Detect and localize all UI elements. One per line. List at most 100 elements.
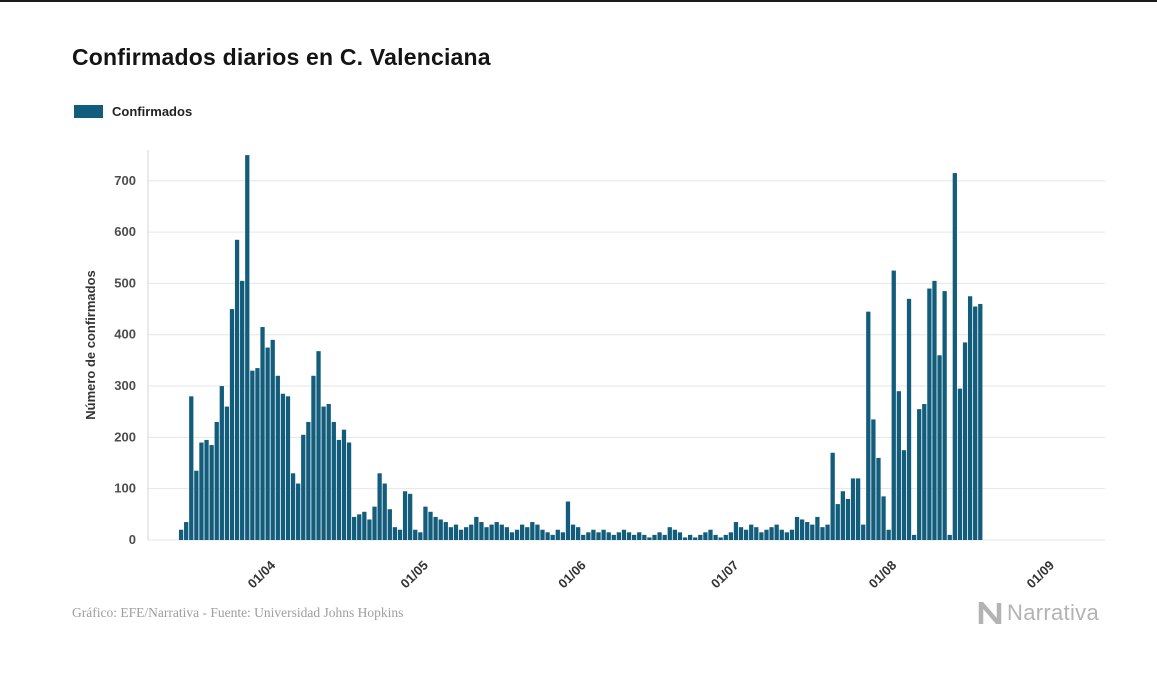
bar bbox=[280, 393, 286, 540]
bar bbox=[189, 396, 194, 540]
bar bbox=[672, 529, 677, 540]
bar bbox=[265, 347, 270, 540]
bar bbox=[927, 288, 932, 540]
bar bbox=[520, 524, 525, 540]
bar bbox=[611, 534, 616, 540]
bar bbox=[850, 478, 856, 540]
bar-chart: 0 100 200 300 400 500 600 700 01/04 01/05 01/06 01/… bbox=[65, 138, 1135, 608]
bar bbox=[764, 529, 769, 540]
bar bbox=[866, 311, 871, 540]
bar bbox=[418, 532, 423, 540]
bar bbox=[438, 519, 443, 540]
bar bbox=[372, 506, 377, 540]
bar bbox=[245, 155, 250, 540]
bar bbox=[687, 534, 693, 540]
bar bbox=[662, 534, 667, 540]
bar bbox=[535, 524, 540, 540]
x-tick-label: 01/04 bbox=[245, 557, 279, 591]
bar bbox=[413, 529, 418, 540]
bar bbox=[316, 351, 321, 540]
bar bbox=[560, 532, 566, 540]
bar bbox=[886, 529, 891, 540]
bar bbox=[408, 493, 413, 540]
bar bbox=[326, 404, 331, 540]
bar bbox=[362, 511, 367, 540]
bar bbox=[713, 534, 718, 540]
bar bbox=[682, 537, 688, 540]
bar bbox=[367, 519, 372, 540]
bar bbox=[474, 516, 479, 540]
bar bbox=[301, 434, 306, 540]
bar bbox=[428, 511, 433, 540]
bar bbox=[555, 529, 560, 540]
bar bbox=[693, 537, 698, 540]
bar bbox=[234, 239, 240, 541]
bar bbox=[570, 524, 576, 540]
bar bbox=[784, 532, 789, 540]
bar bbox=[199, 442, 204, 540]
y-tick-label: 400 bbox=[114, 327, 136, 342]
bar bbox=[896, 391, 901, 540]
y-tick-label: 300 bbox=[114, 378, 136, 393]
bar bbox=[891, 270, 896, 540]
bar bbox=[514, 529, 520, 540]
bar bbox=[626, 532, 632, 540]
bar bbox=[708, 529, 713, 540]
bar bbox=[214, 421, 219, 540]
bar bbox=[881, 496, 886, 540]
bar bbox=[606, 532, 611, 540]
bar bbox=[759, 532, 764, 540]
bar bbox=[458, 529, 464, 540]
bar bbox=[311, 375, 316, 540]
bar bbox=[240, 280, 245, 540]
bar bbox=[835, 504, 840, 540]
bar bbox=[642, 534, 647, 540]
bar bbox=[677, 532, 683, 540]
bar bbox=[861, 524, 866, 540]
bar bbox=[525, 527, 530, 540]
bar bbox=[387, 509, 392, 540]
bar bbox=[341, 429, 347, 540]
bar bbox=[871, 419, 876, 540]
bar bbox=[464, 527, 469, 540]
bar bbox=[469, 524, 474, 540]
bar bbox=[703, 532, 708, 540]
bar bbox=[978, 303, 983, 540]
y-tick-label: 0 bbox=[129, 532, 136, 547]
bar bbox=[876, 457, 881, 540]
bar bbox=[652, 534, 657, 540]
bar bbox=[433, 516, 438, 540]
bar bbox=[855, 478, 861, 540]
bar bbox=[815, 516, 820, 540]
bar bbox=[296, 483, 301, 540]
bar bbox=[184, 522, 189, 540]
bar bbox=[901, 450, 907, 540]
bar bbox=[805, 522, 810, 540]
bar bbox=[743, 529, 749, 540]
bar bbox=[397, 529, 403, 540]
bar bbox=[285, 396, 291, 540]
bar bbox=[346, 442, 352, 540]
bar bbox=[484, 527, 489, 540]
bar bbox=[957, 388, 963, 540]
bar bbox=[229, 309, 235, 540]
bar bbox=[733, 522, 739, 540]
bar bbox=[250, 370, 255, 540]
bar bbox=[270, 339, 275, 540]
bar bbox=[336, 439, 342, 540]
bar bbox=[718, 537, 723, 540]
x-tick-label: 01/08 bbox=[866, 558, 900, 592]
bar bbox=[616, 532, 622, 540]
bar bbox=[667, 527, 672, 540]
legend-item-confirmados[interactable]: Confirmados bbox=[74, 104, 192, 119]
bar bbox=[321, 406, 326, 540]
bar bbox=[840, 491, 845, 540]
bar bbox=[911, 534, 917, 540]
bar bbox=[382, 483, 387, 540]
bar bbox=[774, 524, 779, 540]
bar bbox=[637, 532, 642, 540]
bar bbox=[591, 529, 596, 540]
bar bbox=[331, 421, 336, 540]
bar bbox=[453, 524, 459, 540]
bar bbox=[357, 514, 362, 540]
